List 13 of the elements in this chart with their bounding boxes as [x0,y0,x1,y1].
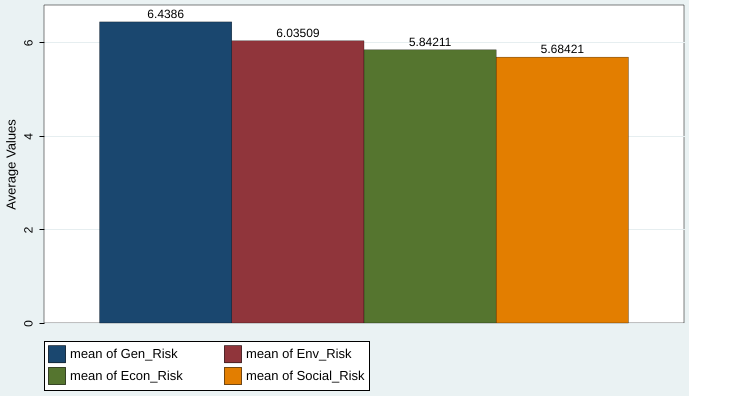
data-label: 5.84211 [408,34,452,49]
data-label: 6.4386 [147,6,184,21]
legend-label: mean of Econ_Risk [70,368,184,383]
legend-label: mean of Gen_Risk [70,346,178,362]
legend-label: mean of Social_Risk [246,368,365,383]
legend-label: mean of Env_Risk [246,346,352,362]
y-tick-label: 0 [22,320,36,327]
data-label: 5.68421 [540,42,584,56]
y-tick-label: 4 [22,132,36,140]
data-label: 6.03509 [276,26,320,40]
y-axis-title: Average Values [4,118,18,210]
y-tick-label: 2 [22,226,36,234]
y-tick-label: 6 [22,39,36,46]
